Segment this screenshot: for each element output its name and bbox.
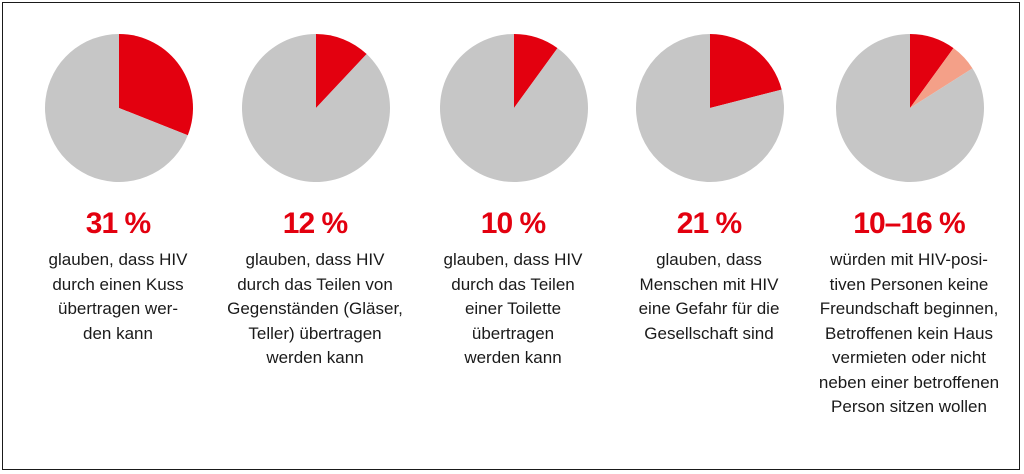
pie-slice-0 <box>910 34 954 108</box>
pie-panel-kiss: 31 % glauben, dass HIV durch einen Kuss … <box>18 3 218 471</box>
pie-slice-1 <box>241 34 390 182</box>
pie-chart-kiss <box>45 34 194 182</box>
pie-chart-friendship <box>836 34 984 183</box>
description-text: glauben, dass HIV durch das Teilen einer… <box>443 250 583 367</box>
pie-slice-1 <box>910 48 973 108</box>
description-text: würden mit HIV-posi- tiven Personen kein… <box>818 250 1000 416</box>
pie-panel-toilet: 10 % glauben, dass HIV durch das Teilen … <box>413 3 613 471</box>
pie-chart-toilet <box>440 34 588 182</box>
pie-slice-1 <box>440 34 588 182</box>
pie-panel-friendship: 10–16 % würden mit HIV-posi- tiven Perso… <box>809 3 1009 471</box>
pie-slice-0 <box>316 34 367 108</box>
percentage-label: 10–16 % <box>853 207 965 240</box>
pie-slice-0 <box>514 34 558 108</box>
description-text: glauben, dass HIV durch das Teilen von G… <box>227 250 403 367</box>
pie-slice-0 <box>710 34 782 108</box>
pie-slice-1 <box>45 34 188 182</box>
percentage-label: 12 % <box>282 207 348 240</box>
pie-chart-objects <box>241 34 390 182</box>
description-text: glauben, dass HIV durch einen Kuss übert… <box>48 250 188 343</box>
pie-slice-1 <box>636 34 784 182</box>
pie-panel-danger: 21 % glauben, dass Menschen mit HIV eine… <box>609 3 809 471</box>
pie-chart-danger <box>636 34 784 182</box>
description-text: glauben, dass Menschen mit HIV eine Gefa… <box>638 250 780 343</box>
percentage-label: 10 % <box>480 207 546 240</box>
pie-slice-0 <box>119 34 194 136</box>
percentage-label: 21 % <box>676 207 742 240</box>
pie-panel-objects: 12 % glauben, dass HIV durch das Teilen … <box>215 3 415 471</box>
percentage-label: 31 % <box>85 207 151 240</box>
pie-slice-2 <box>836 34 984 183</box>
